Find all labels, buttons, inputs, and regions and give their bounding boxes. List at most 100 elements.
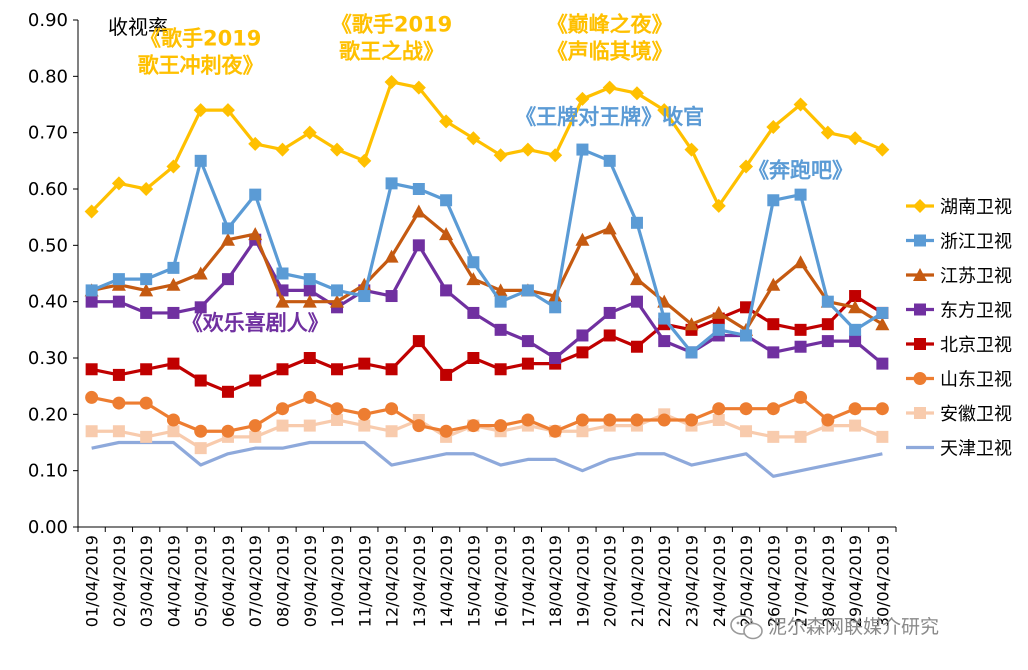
data-point xyxy=(331,284,344,297)
data-point xyxy=(493,148,508,163)
x-tick-label: 19/04/2019 xyxy=(573,535,592,627)
data-point xyxy=(85,284,98,297)
data-point xyxy=(220,103,235,118)
legend-label: 浙江卫视 xyxy=(940,232,1012,253)
y-tick-label: 0.10 xyxy=(28,461,68,482)
data-point xyxy=(712,323,725,336)
data-point xyxy=(112,396,126,410)
data-point xyxy=(876,306,889,319)
data-point xyxy=(411,204,426,218)
data-point xyxy=(385,425,398,438)
data-point xyxy=(848,300,863,314)
data-point xyxy=(139,182,154,196)
data-point xyxy=(549,352,562,364)
data-point xyxy=(466,419,480,433)
data-point xyxy=(629,86,644,101)
data-point xyxy=(412,335,425,348)
data-point xyxy=(684,142,699,157)
series-5 xyxy=(85,390,889,438)
x-tick-label: 27/04/2019 xyxy=(792,535,811,627)
x-tick-label: 29/04/2019 xyxy=(846,535,865,627)
data-point xyxy=(685,346,698,359)
data-point xyxy=(248,419,262,433)
data-point xyxy=(221,222,234,235)
x-tick-label: 22/04/2019 xyxy=(655,535,674,627)
x-tick-label: 18/04/2019 xyxy=(546,535,565,627)
data-point xyxy=(575,413,589,427)
data-point xyxy=(384,249,399,263)
x-tick-label: 28/04/2019 xyxy=(819,535,838,627)
data-point xyxy=(276,363,289,376)
data-point xyxy=(630,295,643,308)
series-line xyxy=(91,440,883,478)
data-point xyxy=(821,318,834,331)
data-point xyxy=(412,239,425,252)
data-point xyxy=(821,413,835,427)
x-tick-label: 12/04/2019 xyxy=(383,535,402,627)
data-point xyxy=(849,419,862,432)
x-tick-label: 06/04/2019 xyxy=(219,535,238,627)
data-point xyxy=(766,120,781,135)
data-point xyxy=(875,142,890,157)
data-point xyxy=(331,413,344,426)
data-point xyxy=(767,194,780,207)
y-tick-label: 0.60 xyxy=(28,179,68,200)
legend-label: 湖南卫视 xyxy=(940,197,1012,218)
data-point xyxy=(221,424,235,438)
data-point xyxy=(712,402,726,416)
data-point xyxy=(466,272,481,286)
data-point xyxy=(85,363,98,376)
x-tick-label: 16/04/2019 xyxy=(492,535,511,627)
data-point xyxy=(794,188,807,201)
data-point xyxy=(767,318,780,331)
data-point xyxy=(139,283,154,297)
data-point xyxy=(740,425,753,438)
data-point xyxy=(249,430,262,443)
data-point xyxy=(549,301,562,314)
y-tick-label: 0.50 xyxy=(28,235,68,256)
data-point xyxy=(440,368,453,381)
data-point xyxy=(439,227,454,241)
y-tick-label: 0.80 xyxy=(28,66,68,87)
annotation-text: 《欢乐喜剧人》 xyxy=(182,311,329,335)
legend-item: 安徽卫视 xyxy=(906,404,1012,425)
y-axis-label: 收视率 xyxy=(108,15,168,39)
annotation-text: 《王牌对王牌》收官 xyxy=(515,105,704,129)
annotation-text: 《歌手2019 xyxy=(331,12,452,36)
data-point xyxy=(275,142,290,157)
data-point xyxy=(194,301,207,314)
data-point xyxy=(821,295,834,308)
data-point xyxy=(876,430,889,443)
legend-item: 山东卫视 xyxy=(906,370,1012,391)
data-point xyxy=(467,352,480,364)
x-tick-label: 04/04/2019 xyxy=(164,535,183,627)
y-axis-ticks: 0.00 0.10 0.20 0.30 0.40 0.50 0.60 0.70 0.80 0.90 xyxy=(28,10,78,538)
x-tick-label: 05/04/2019 xyxy=(192,535,211,627)
x-tick-label: 23/04/2019 xyxy=(683,535,702,627)
data-point xyxy=(112,295,125,308)
data-point xyxy=(548,424,562,438)
data-point xyxy=(849,323,862,336)
data-point xyxy=(85,390,99,404)
y-tick-label: 0.40 xyxy=(28,292,68,313)
data-point xyxy=(767,430,780,443)
legend-item: 天津卫视 xyxy=(906,439,1012,460)
legend-swatch-marker xyxy=(913,372,927,385)
x-tick-label: 01/04/2019 xyxy=(83,535,102,627)
data-point xyxy=(521,357,534,370)
legend-item: 北京卫视 xyxy=(906,335,1012,356)
data-point xyxy=(303,273,316,286)
data-point xyxy=(467,306,480,319)
data-point xyxy=(194,424,208,438)
data-point xyxy=(139,396,153,410)
data-point xyxy=(357,153,372,168)
data-point xyxy=(303,284,316,297)
data-point xyxy=(330,142,345,157)
x-tick-label: 11/04/2019 xyxy=(355,535,374,627)
annotation-text: 《巅峰之夜》 xyxy=(547,12,673,36)
data-point xyxy=(494,419,508,433)
series-layer xyxy=(84,74,890,478)
annotation-text: 《奔跑吧》 xyxy=(748,159,853,183)
data-point xyxy=(302,294,317,308)
x-tick-label: 08/04/2019 xyxy=(274,535,293,627)
